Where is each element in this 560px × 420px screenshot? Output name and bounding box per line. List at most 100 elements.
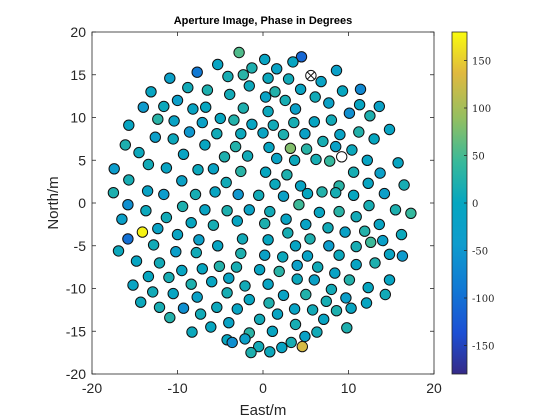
antenna-point: [360, 297, 373, 309]
antenna-point: [213, 260, 226, 272]
antenna-point: [276, 341, 288, 354]
y-tick-label: -20: [66, 366, 86, 382]
antenna-point: [253, 313, 266, 325]
antenna-point: [267, 119, 279, 131]
antenna-point: [237, 102, 250, 114]
antenna-point: [350, 211, 362, 223]
antenna-point: [347, 189, 360, 202]
antenna-point: [277, 289, 290, 301]
antenna-point: [185, 278, 197, 290]
points-layer: [107, 46, 417, 359]
antenna-point: [192, 164, 204, 176]
antenna-point: [130, 255, 143, 267]
antenna-point: [300, 288, 312, 301]
antenna-point: [289, 240, 302, 252]
antenna-point: [137, 101, 150, 113]
antenna-point: [264, 346, 276, 358]
empty-circle-marker: [336, 151, 348, 163]
x-axis: -20 -10 0 10 20: [82, 32, 442, 396]
antenna-point: [142, 270, 155, 283]
antenna-point: [152, 113, 164, 125]
antenna-point: [158, 188, 170, 201]
colorbar-tick-label: -150: [472, 342, 494, 353]
antenna-point: [231, 303, 244, 315]
antenna-point: [350, 258, 362, 271]
antenna-point: [262, 72, 274, 84]
antenna-point: [362, 281, 374, 294]
antenna-point: [212, 58, 224, 71]
antenna-point: [140, 205, 152, 217]
antenna-point: [282, 73, 295, 85]
x-tick-label: -20: [82, 380, 102, 396]
antenna-point: [206, 276, 218, 288]
antenna-point: [263, 297, 275, 309]
antenna-point: [170, 246, 182, 258]
antenna-point: [364, 110, 376, 122]
antenna-point: [354, 83, 367, 96]
x-tick-label: -10: [167, 380, 187, 396]
colorbar: [452, 32, 467, 374]
antenna-point: [231, 215, 244, 227]
antenna-point: [304, 233, 316, 245]
antenna-point: [289, 103, 302, 115]
antenna-point: [239, 333, 251, 345]
antenna-point: [245, 346, 257, 359]
antenna-point: [239, 280, 251, 292]
antenna-point: [322, 222, 334, 234]
antenna-point: [196, 116, 209, 129]
antenna-point: [183, 126, 196, 138]
antenna-point: [167, 133, 179, 145]
antenna-point: [116, 213, 128, 225]
antenna-point: [164, 72, 176, 84]
antenna-point: [379, 288, 391, 301]
antenna-point: [277, 190, 290, 202]
antenna-point: [289, 318, 302, 331]
antenna-point: [221, 205, 233, 217]
antenna-point: [285, 336, 297, 349]
antenna-point: [294, 83, 307, 96]
antenna-point: [333, 249, 345, 261]
antenna-point: [363, 199, 375, 212]
antenna-point: [246, 118, 258, 131]
antenna-point: [223, 317, 235, 329]
antenna-point: [237, 69, 250, 81]
antenna-point: [343, 107, 356, 119]
antenna-point: [288, 116, 300, 129]
antenna-point: [334, 128, 346, 141]
antenna-point: [323, 97, 335, 109]
antenna-point: [325, 114, 338, 126]
antenna-point: [362, 177, 374, 190]
antenna-point: [395, 228, 408, 241]
antenna-point: [187, 103, 199, 115]
antenna-point: [373, 218, 385, 231]
antenna-point: [374, 167, 386, 179]
antenna-point: [253, 264, 266, 276]
antenna-point: [296, 340, 308, 353]
antenna-point: [377, 234, 389, 247]
colorbar-tick-label: 100: [472, 104, 491, 115]
antenna-point: [220, 176, 232, 189]
antenna-point: [136, 226, 149, 238]
x-tick-label: 0: [259, 380, 267, 396]
y-tick-label: -15: [66, 323, 86, 339]
antenna-point: [309, 91, 321, 103]
antenna-point: [163, 271, 175, 284]
antenna-point: [329, 267, 341, 279]
y-tick-label: 0: [78, 195, 86, 211]
antenna-point: [271, 63, 283, 75]
antenna-point: [368, 133, 380, 145]
antenna-point: [212, 240, 224, 252]
antenna-point: [266, 325, 279, 337]
antenna-point: [191, 66, 203, 78]
antenna-point: [308, 116, 320, 128]
antenna-point: [168, 115, 180, 127]
antenna-point: [211, 301, 223, 313]
antenna-point: [263, 141, 275, 154]
antenna-point: [295, 51, 308, 63]
antenna-point: [135, 296, 147, 308]
marker-cross: [306, 71, 315, 80]
antenna-point: [228, 114, 240, 126]
y-axis-label: North/m: [45, 176, 62, 229]
antenna-point: [119, 139, 132, 151]
antenna-point: [122, 233, 134, 245]
